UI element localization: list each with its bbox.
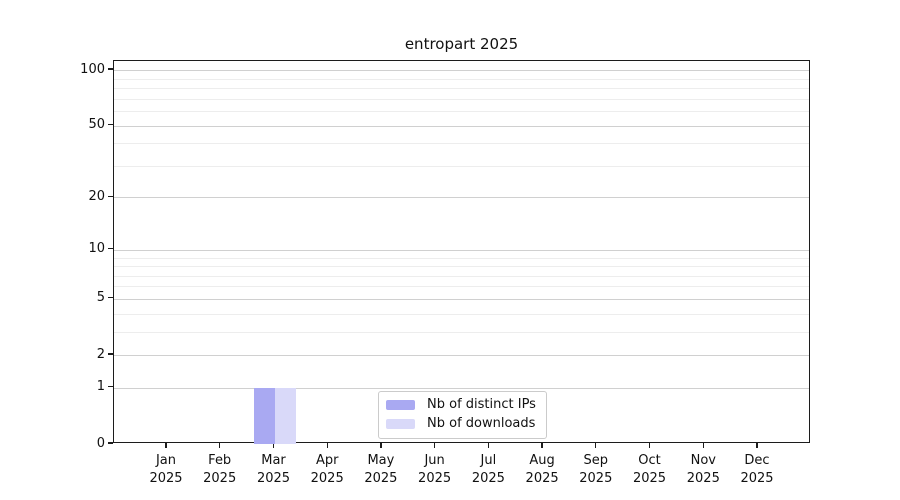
legend-swatch (386, 400, 415, 410)
y-tick-label: 50 (88, 117, 105, 132)
x-tick (165, 443, 167, 448)
y-tick (108, 248, 113, 250)
minor-gridline (114, 331, 809, 333)
x-tick-label: Apr 2025 (310, 453, 344, 486)
legend: Nb of distinct IPs Nb of downloads (378, 391, 547, 439)
minor-gridline (114, 257, 809, 259)
y-tick-label: 20 (88, 188, 105, 204)
bar-mar-s0 (253, 387, 275, 444)
minor-gridline (114, 266, 809, 267)
x-tick (326, 443, 328, 448)
x-tick (541, 443, 543, 448)
minor-gridline (114, 88, 809, 89)
major-gridline (114, 70, 809, 72)
x-tick-label: May 2025 (364, 453, 398, 486)
y-tick-label: 1 (96, 379, 105, 395)
major-gridline (114, 249, 809, 251)
x-tick-label: Dec 2025 (740, 453, 774, 486)
x-tick (648, 443, 651, 448)
plot-area (113, 60, 810, 444)
legend-swatch (386, 419, 415, 429)
x-tick (487, 443, 489, 448)
legend-label: Nb of downloads (427, 416, 536, 431)
minor-gridline (114, 78, 809, 80)
x-tick-label: Nov 2025 (686, 453, 720, 486)
x-tick-label: Sep 2025 (579, 453, 613, 486)
y-tick-label: 2 (96, 346, 105, 362)
x-tick (380, 443, 382, 448)
y-tick (108, 386, 113, 388)
legend-item: Nb of distinct IPs (386, 398, 536, 412)
major-gridline (114, 355, 809, 356)
y-tick (108, 442, 113, 444)
legend-label: Nb of distinct IPs (427, 397, 536, 412)
minor-gridline (114, 143, 809, 145)
major-gridline (114, 125, 809, 127)
major-gridline (114, 197, 809, 199)
y-tick (108, 68, 113, 70)
minor-gridline (114, 313, 809, 315)
y-tick (108, 297, 113, 299)
minor-gridline (114, 98, 809, 100)
y-tick (108, 195, 113, 197)
y-tick (108, 353, 113, 355)
minor-gridline (114, 286, 809, 288)
x-tick-label: Oct 2025 (632, 453, 667, 486)
x-tick-label: Feb 2025 (203, 453, 237, 486)
y-tick-label: 0 (96, 435, 105, 451)
x-tick-label: Jun 2025 (418, 453, 452, 486)
x-tick-label: Jul 2025 (471, 453, 505, 486)
x-tick (756, 443, 758, 448)
x-tick-label: Aug 2025 (525, 453, 559, 486)
x-tick (272, 443, 275, 448)
chart-title: entropart 2025 (404, 35, 519, 53)
minor-gridline (114, 165, 809, 167)
x-tick (434, 443, 436, 448)
y-tick (108, 123, 113, 126)
major-gridline (114, 298, 809, 300)
x-tick (219, 443, 221, 448)
y-tick-label: 100 (80, 61, 105, 77)
x-tick-label: Mar 2025 (256, 453, 291, 486)
major-gridline (114, 387, 809, 389)
legend-item: Nb of downloads (386, 417, 536, 431)
x-tick-label: Jan 2025 (149, 453, 183, 486)
bar-mar-s1 (274, 387, 296, 444)
minor-gridline (114, 275, 809, 277)
minor-gridline (114, 110, 809, 112)
x-tick (702, 443, 704, 448)
x-tick (595, 443, 597, 448)
y-tick-label: 10 (88, 241, 105, 257)
y-tick-label: 5 (96, 290, 105, 306)
